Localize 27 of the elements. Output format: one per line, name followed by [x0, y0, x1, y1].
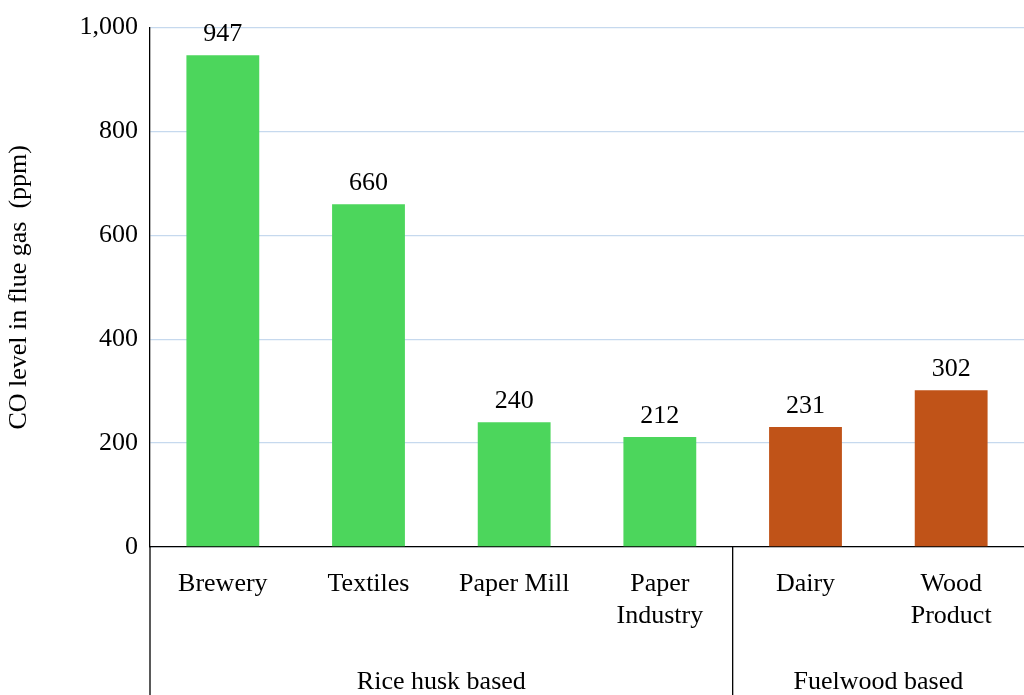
data-label: 660: [349, 167, 388, 197]
y-tick-label: 400: [99, 323, 138, 353]
x-tick-label: Textiles: [327, 568, 410, 598]
data-label: 231: [786, 389, 825, 419]
text: Rice husk based: [356, 666, 526, 695]
x-tick-label: Paper Industry: [616, 568, 704, 629]
text: Fuelwood based: [793, 666, 964, 695]
y-tick-label: 200: [99, 426, 138, 456]
data-label: 302: [931, 352, 971, 382]
bar: [186, 55, 260, 547]
y-tick-label: 600: [99, 219, 138, 249]
bar: [769, 427, 842, 547]
data-label: 212: [640, 399, 680, 429]
y-tick-label: 800: [99, 115, 138, 145]
x-tick-label: Wood Product: [910, 568, 993, 629]
bar: [332, 204, 405, 547]
data-label: 947: [203, 17, 243, 47]
x-tick-label: Brewery: [178, 568, 268, 598]
y-tick-label: 1,000: [79, 11, 138, 41]
x-tick-label: Paper Mill: [458, 568, 570, 598]
y-tick-label: 0: [125, 530, 138, 560]
bar: [477, 422, 551, 547]
y-axis-title: CO level in flue gas (ppm): [3, 145, 33, 430]
bar: [623, 436, 697, 547]
data-label: 240: [494, 385, 534, 415]
bar: [914, 390, 988, 547]
x-tick-label: Dairy: [775, 568, 836, 598]
